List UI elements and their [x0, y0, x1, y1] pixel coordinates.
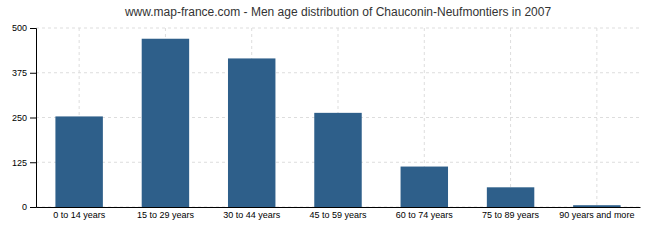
x-tick-label: 15 to 29 years [137, 210, 195, 220]
x-axis-line [37, 207, 641, 208]
y-tick-mark [30, 118, 36, 119]
y-tick: 500 [12, 23, 36, 33]
bar [55, 116, 102, 207]
y-tick-mark [30, 73, 36, 74]
y-tick: 125 [12, 158, 36, 168]
chart: 0 125 250 375 500 0 to 14 years 15 to 29 years… [0, 0, 650, 229]
bar [142, 39, 189, 207]
y-tick-label: 0 [22, 202, 27, 212]
y-tick-mark [30, 28, 36, 29]
bar [228, 58, 275, 207]
y-tick: 250 [12, 113, 36, 123]
y-tick: 0 [22, 202, 36, 212]
x-tick: 90 years and more [559, 210, 634, 220]
y-tick-label: 375 [12, 68, 27, 78]
x-tick: 75 to 89 years [482, 210, 540, 220]
x-tick-label: 90 years and more [559, 210, 634, 220]
x-tick-label: 0 to 14 years [53, 210, 106, 220]
x-grid-line [596, 28, 597, 207]
bar [401, 167, 448, 207]
x-tick-label: 60 to 74 years [396, 210, 454, 220]
bar [314, 113, 361, 207]
x-axis: 0 to 14 years 15 to 29 years 30 to 44 year… [37, 208, 641, 221]
y-axis: 0 125 250 375 500 [12, 23, 37, 212]
x-tick: 0 to 14 years [53, 210, 106, 220]
y-tick: 375 [12, 68, 36, 78]
y-tick-label: 250 [12, 113, 27, 123]
x-tick-label: 45 to 59 years [309, 210, 367, 220]
x-tick-label: 75 to 89 years [482, 210, 540, 220]
x-tick: 60 to 74 years [396, 210, 454, 220]
plot-area: 0 125 250 375 500 0 to 14 years 15 to 29 years… [12, 23, 641, 220]
x-tick: 45 to 59 years [309, 210, 367, 220]
x-tick: 15 to 29 years [137, 210, 195, 220]
title: www.map-france.com - Men age distributio… [124, 5, 552, 19]
x-tick-label: 30 to 44 years [223, 210, 281, 220]
y-axis-line [30, 29, 37, 208]
y-tick-label: 500 [12, 23, 27, 33]
bars [55, 39, 620, 207]
x-grid-line [510, 28, 511, 207]
y-tick-mark [30, 162, 36, 163]
bar [573, 205, 620, 207]
bar [487, 187, 534, 207]
grid [36, 28, 640, 207]
y-tick-label: 125 [12, 158, 27, 168]
y-tick-mark [30, 207, 36, 208]
x-tick: 30 to 44 years [223, 210, 281, 220]
